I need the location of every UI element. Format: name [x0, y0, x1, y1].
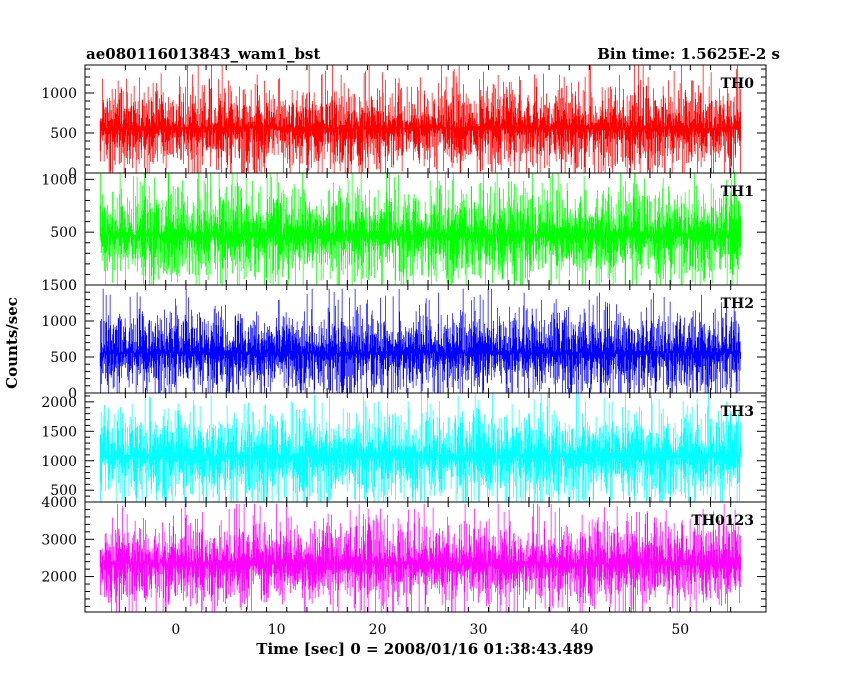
y-tick-label: 1000 [41, 172, 77, 188]
x-tick-label: 10 [268, 622, 286, 638]
panel-label-th1: TH1 [721, 184, 754, 200]
chart-title-right: Bin time: 1.5625E-2 s [597, 45, 780, 63]
y-tick-label: 2000 [41, 570, 77, 586]
y-tick-label: 4000 [41, 495, 77, 511]
y-tick-label: 500 [50, 225, 77, 241]
panel-label-th0: TH0 [721, 76, 755, 92]
x-axis: 0 10 20 30 40 50 [171, 622, 689, 638]
chart-title-left: ae080116013843_wam1_bst [86, 45, 320, 63]
panel-th0: 0 500 1000 TH0 [41, 64, 767, 182]
y-tick-label: 500 [50, 126, 77, 142]
y-tick-label: 1000 [41, 86, 77, 102]
y-tick-label: 1500 [41, 424, 77, 440]
y-axis-label: Counts/sec [3, 297, 21, 389]
y-tick-label: 2000 [41, 395, 77, 411]
y-tick-label: 0 [68, 278, 77, 294]
y-tick-label: 3000 [41, 532, 77, 548]
series-th0 [99, 65, 741, 173]
panel-th0123: 2000 3000 4000 TH0123 [41, 495, 767, 613]
panels-group: 0 500 1000 TH0 0 500 1000 TH1 0 500 1000 1500 TH2 500… [41, 64, 767, 613]
y-tick-label: 1000 [41, 314, 77, 330]
y-tick-label: 500 [50, 483, 77, 499]
x-axis-label: Time [sec] 0 = 2008/01/16 01:38:43.489 [256, 640, 593, 658]
series-th3 [99, 393, 741, 502]
series-th0123 [99, 503, 741, 612]
series-th1 [99, 173, 741, 285]
y-tick-label: 0 [68, 386, 77, 402]
y-tick-label: 500 [50, 350, 77, 366]
x-tick-label: 20 [369, 622, 387, 638]
series-th2 [99, 288, 741, 393]
x-tick-label: 0 [171, 622, 180, 638]
panel-frame [84, 501, 767, 613]
y-tick-label: 1000 [41, 454, 77, 470]
panel-th1: 0 500 1000 TH1 [41, 172, 767, 294]
x-tick-label: 50 [671, 622, 689, 638]
x-tick-label: 40 [570, 622, 588, 638]
panel-label-th2: TH2 [721, 296, 754, 312]
panel-th2: 0 500 1000 1500 TH2 [41, 278, 767, 402]
x-tick-label: 30 [470, 622, 488, 638]
y-tick-label: 1500 [41, 278, 77, 294]
panel-label-th3: TH3 [721, 404, 754, 420]
y-tick-label: 0 [68, 166, 77, 182]
panel-th3: 500 1000 1500 2000 TH3 [41, 392, 767, 503]
panel-label-th0123: TH0123 [691, 513, 754, 529]
